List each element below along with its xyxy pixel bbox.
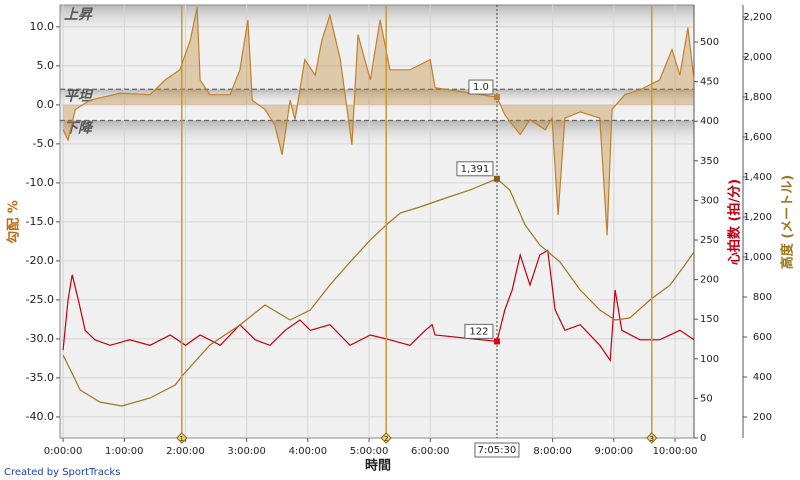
zone-label: 上昇 <box>64 7 93 23</box>
y2-tick-label: 150 <box>700 314 719 325</box>
zone-label: 平坦 <box>64 88 94 104</box>
cursor-grade-label: 1.0 <box>473 82 489 93</box>
y3-tick-label: 600 <box>753 332 772 343</box>
y2-tick-label: 350 <box>700 156 719 167</box>
y2-tick-label: 250 <box>700 235 719 246</box>
y2-tick-label: 500 <box>700 37 719 48</box>
y3-tick-label: 1,600 <box>743 132 772 143</box>
y-tick-label: -20.0 <box>26 254 54 267</box>
y3-tick-label: 800 <box>753 292 772 303</box>
grade-area <box>63 7 695 236</box>
lap-marker <box>176 432 188 444</box>
lap-label: 2 <box>384 435 388 443</box>
x-tick-label: 3:00:00 <box>227 446 266 457</box>
x-tick-label: 2:00:00 <box>166 446 205 457</box>
cursor-x-label: 7:05:30 <box>478 445 517 456</box>
cursor-hr-label: 122 <box>469 326 488 337</box>
cursor-point <box>493 338 500 345</box>
y-tick-label: 10.0 <box>30 20 55 33</box>
y3-tick-label: 1,800 <box>743 92 772 103</box>
y2-tick-label: 200 <box>700 275 719 286</box>
cursor-altitude-label-box <box>456 161 494 177</box>
series-line <box>62 249 695 363</box>
lap-label: 1 <box>180 435 184 443</box>
series-line <box>62 178 695 407</box>
x-tick-label: 1:00:00 <box>105 446 144 457</box>
y-tick-label: -5.0 <box>33 137 54 150</box>
y-tick-label: 0.0 <box>37 98 55 111</box>
y2-axis-title: 心拍数 (拍/分) <box>727 179 743 265</box>
cursor-point <box>493 175 500 182</box>
x-tick-label: 8:00:00 <box>533 446 572 457</box>
y2-tick-label: 100 <box>700 354 719 365</box>
x-tick-label: 4:00:00 <box>289 446 328 457</box>
zone-band <box>60 5 694 33</box>
y2-tick-label: 50 <box>700 393 713 404</box>
cursor-x-box <box>474 442 520 458</box>
y-axis-title: 勾配 % <box>6 200 22 244</box>
x-tick-label: 9:00:00 <box>595 446 634 457</box>
y3-tick-label: 1,400 <box>743 172 772 183</box>
cursor-hr-label-box <box>464 323 494 339</box>
y2-tick-label: 450 <box>700 77 719 88</box>
y-tick-label: -40.0 <box>26 410 54 423</box>
y3-tick-label: 2,000 <box>743 52 772 63</box>
y-tick-label: -35.0 <box>26 371 54 384</box>
y3-tick-label: 400 <box>753 372 772 383</box>
y-tick-label: -15.0 <box>26 215 54 228</box>
y-tick-label: -25.0 <box>26 293 54 306</box>
y3-axis-title: 高度 (メートル) <box>780 175 796 269</box>
y3-tick-label: 200 <box>753 412 772 423</box>
y-tick-label: -10.0 <box>26 176 54 189</box>
lap-marker <box>380 432 392 444</box>
y3-tick-label: 1,200 <box>743 212 772 223</box>
zone-band <box>60 89 694 105</box>
series-line <box>62 7 695 236</box>
x-axis-title: 時間 <box>365 458 391 474</box>
cursor-grade-label-box <box>468 79 494 95</box>
y2-tick-label: 400 <box>700 116 719 127</box>
y-tick-label: -30.0 <box>26 332 54 345</box>
x-tick-label: 0:00:00 <box>44 446 83 457</box>
y3-tick-label: 1,000 <box>743 252 772 263</box>
zone-band <box>60 120 694 147</box>
lap-marker <box>646 432 658 444</box>
x-tick-label: 10:00:00 <box>653 446 698 457</box>
cursor-altitude-label: 1,391 <box>461 164 490 175</box>
y2-tick-label: 300 <box>700 195 719 206</box>
footer: Created by SportTracks <box>4 467 120 478</box>
y-tick-label: 5.0 <box>37 59 55 72</box>
y2-tick-label: 0 <box>700 433 706 444</box>
x-tick-label: 6:00:00 <box>411 446 450 457</box>
lap-label: 3 <box>650 435 654 443</box>
x-tick-label: 5:00:00 <box>350 446 389 457</box>
y3-tick-label: 2,200 <box>743 12 772 23</box>
cursor-point <box>493 94 500 101</box>
layer: 上昇平坦下降-40.0-35.0-30.0-25.0-20.0-15.0-10.… <box>26 5 772 458</box>
